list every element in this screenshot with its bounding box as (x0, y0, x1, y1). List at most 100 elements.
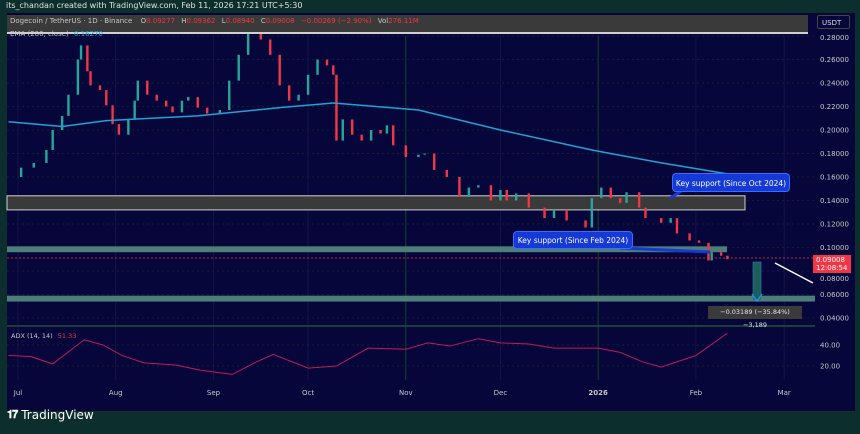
candle-down (117, 124, 121, 135)
ema-legend[interactable]: EMA (200, close) 0.16270 (10, 30, 103, 38)
trend-line[interactable] (774, 262, 814, 284)
candle-down (675, 218, 679, 234)
time-tick-label: Dec (494, 389, 508, 397)
callout-key-support-feb-2024[interactable]: Key support (Since Feb 2024) (513, 231, 633, 249)
candle-up (228, 80, 231, 111)
high-value: 0.09362 (186, 17, 216, 25)
last-price-label: 0.09008 12:08:54 (813, 255, 851, 273)
tradingview-logo-icon: 𝟏𝟕 (7, 408, 18, 421)
adx-label: ADX (14, 14) (11, 332, 53, 340)
change-value: −0.00269 (−2.90%) (300, 17, 372, 25)
candle-down (505, 189, 508, 201)
price-tick-label: 0.28000 (820, 34, 849, 42)
candle-down (89, 71, 92, 86)
candle-up (67, 94, 70, 116)
symbol-title[interactable]: Dogecoin / TetherUS · 1D · Binance (10, 17, 133, 25)
adx-legend[interactable]: ADX (14, 14) 51.33 (11, 332, 76, 340)
candle-up (237, 54, 240, 81)
candle-down (527, 193, 530, 208)
time-tick-label: Mar (778, 389, 791, 397)
candle-down (619, 198, 622, 203)
callout-pointer (619, 246, 711, 254)
price-tick-label: 0.12000 (820, 221, 849, 229)
support-zone[interactable] (7, 246, 727, 253)
candle-up (246, 25, 250, 55)
ema-label: EMA (200, close) (10, 30, 69, 38)
candle-down (719, 252, 723, 256)
candle-up (45, 149, 48, 163)
candle-down (278, 54, 281, 86)
candle-down (565, 209, 568, 221)
volume-value: 276.11M (388, 17, 419, 25)
candle-up (514, 193, 518, 201)
candle-up (297, 94, 300, 101)
candle-up (136, 80, 140, 101)
support-zone[interactable] (6, 195, 746, 211)
candle-up (316, 59, 319, 75)
chart-background (7, 13, 855, 411)
candle-down (637, 192, 641, 208)
candle-up (499, 189, 502, 201)
candle-down (445, 169, 449, 177)
candle-down (609, 187, 612, 199)
candle-down (196, 97, 199, 108)
candle-up (32, 162, 35, 168)
legend-bar: Dogecoin / TetherUS · 1D · Binance O0.09… (7, 15, 808, 34)
candle-down (660, 218, 663, 223)
candle-down (458, 177, 461, 197)
candle-down (171, 106, 174, 113)
close-value: 0.09008 (265, 17, 295, 25)
candle-up (669, 218, 672, 223)
price-tick-label: 0.08000 (820, 275, 849, 283)
candle-down (86, 45, 89, 72)
candle-up (417, 154, 420, 158)
candle-down (335, 74, 338, 141)
candle-up (180, 100, 184, 113)
candle-up (76, 59, 80, 95)
adx-tick-label: 40.00 (820, 342, 840, 350)
time-tick-label: Aug (109, 389, 123, 397)
price-tick-label: 0.18000 (820, 150, 849, 158)
candle-down (146, 80, 149, 95)
callout-key-support-oct-2024[interactable]: Key support (Since Oct 2024) (672, 173, 790, 192)
candle-up (341, 119, 344, 141)
candle-down (379, 130, 382, 134)
last-price-value: 0.09008 (816, 256, 845, 264)
low-value: 0.08940 (225, 17, 255, 25)
support-zone[interactable] (7, 295, 815, 302)
candle-up (19, 167, 23, 177)
tradingview-logo[interactable]: 𝟏𝟕 TradingView (7, 408, 94, 422)
price-tick-label: 0.14000 (820, 197, 849, 205)
time-tick-label: Oct (302, 389, 314, 397)
candle-down (726, 255, 729, 260)
candle-down (155, 94, 158, 101)
measure-range[interactable] (752, 261, 762, 301)
candle-up (423, 153, 426, 155)
time-axis[interactable]: Jul Aug Sep Oct Nov Dec 2026 Feb Mar (13, 389, 791, 397)
adx-tick-label: 20.00 (820, 363, 840, 371)
candle-up (218, 110, 221, 114)
candle-down (360, 134, 363, 141)
candle-down (287, 85, 291, 101)
open-label: O (140, 17, 147, 25)
candle-down (392, 125, 395, 146)
candle-down (489, 185, 493, 201)
credit-text: its_chandan created with TradingView.com… (6, 1, 303, 10)
time-tick-label: Sep (207, 389, 221, 397)
candle-up (552, 209, 556, 219)
candle-down (98, 85, 102, 91)
candle-down (105, 90, 108, 106)
price-axis[interactable]: 0.28000 0.26000 0.24000 0.22000 0.20000 0.180… (820, 34, 849, 371)
time-tick-label: Feb (690, 389, 703, 397)
candle-down (351, 119, 354, 135)
candles (19, 25, 729, 261)
time-tick-label: Nov (399, 389, 413, 397)
candle-down (111, 105, 114, 125)
currency-button[interactable]: USDT (817, 15, 850, 29)
support-zones (6, 195, 815, 302)
open-value: 0.09277 (146, 17, 176, 25)
time-tick-label: 2026 (588, 389, 608, 397)
candle-up (467, 187, 471, 197)
